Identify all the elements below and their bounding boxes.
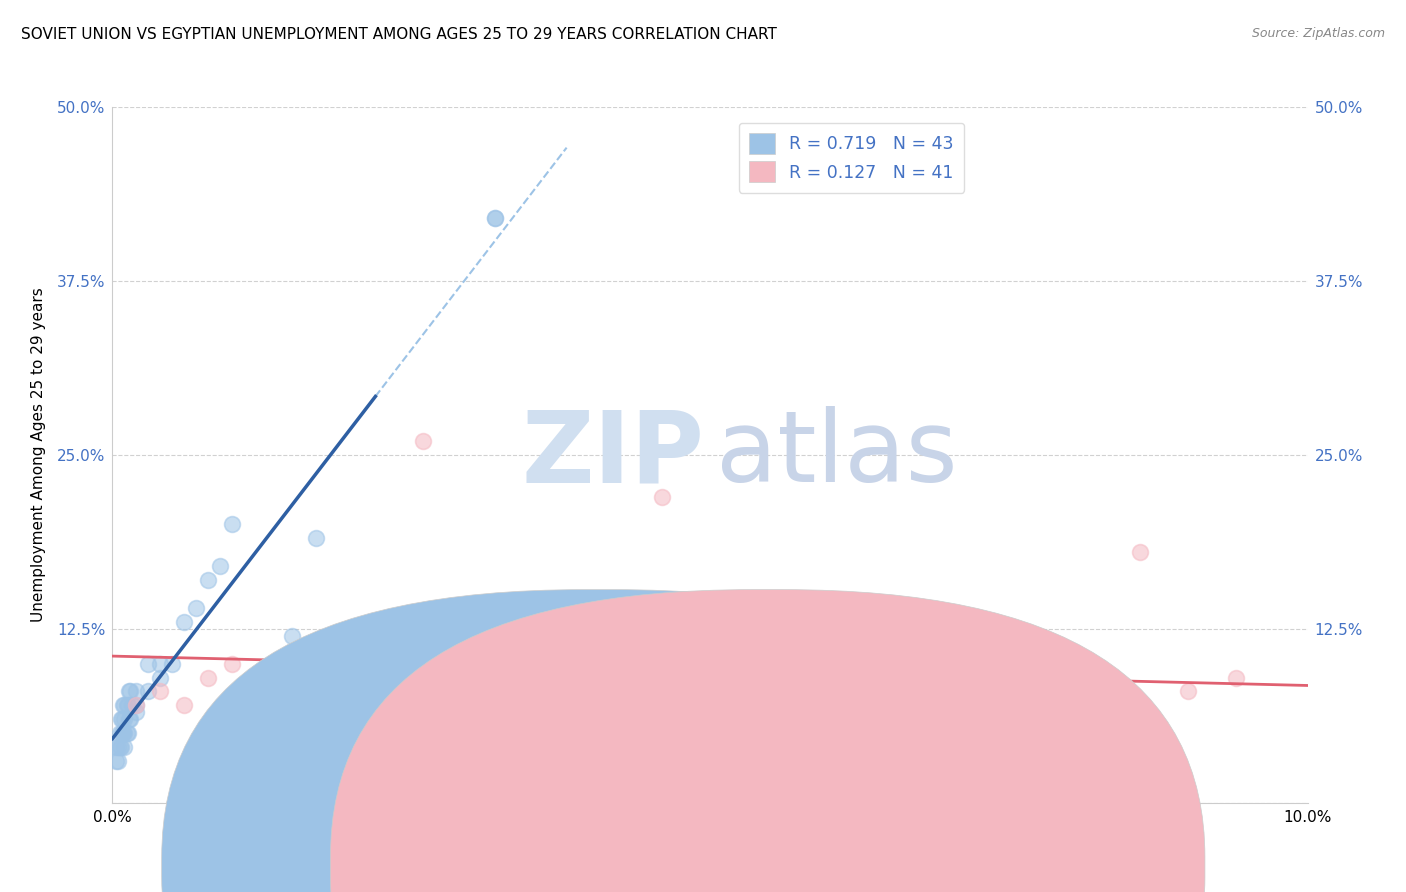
Point <box>484 615 506 629</box>
Point <box>125 698 148 713</box>
Point <box>603 671 626 685</box>
Point <box>842 684 865 698</box>
Point <box>120 684 142 698</box>
Point <box>364 684 387 698</box>
Point <box>118 684 141 698</box>
Point <box>149 684 172 698</box>
Point <box>555 684 578 698</box>
Point <box>412 434 434 448</box>
Point <box>118 712 141 726</box>
Text: Egyptians: Egyptians <box>787 860 863 874</box>
Point <box>138 657 160 671</box>
Point <box>914 684 936 698</box>
Point <box>162 657 183 671</box>
Point <box>1177 684 1199 698</box>
Text: SOVIET UNION VS EGYPTIAN UNEMPLOYMENT AMONG AGES 25 TO 29 YEARS CORRELATION CHAR: SOVIET UNION VS EGYPTIAN UNEMPLOYMENT AM… <box>21 27 778 42</box>
Point <box>115 726 138 740</box>
Text: atlas: atlas <box>716 407 957 503</box>
Point <box>340 671 363 685</box>
Point <box>197 671 219 685</box>
Point <box>107 754 129 768</box>
Legend: R = 0.719   N = 43, R = 0.127   N = 41: R = 0.719 N = 43, R = 0.127 N = 41 <box>740 123 965 193</box>
Point <box>138 684 160 698</box>
Point <box>579 657 602 671</box>
Point <box>125 684 148 698</box>
Point <box>890 698 912 713</box>
Point <box>186 601 208 615</box>
Point <box>114 740 135 755</box>
Point <box>173 615 195 629</box>
Point <box>292 642 315 657</box>
Point <box>197 573 219 587</box>
Point <box>436 629 458 643</box>
Point <box>114 726 135 740</box>
Point <box>699 698 721 713</box>
Point <box>221 517 243 532</box>
Point <box>117 698 139 713</box>
Point <box>221 657 243 671</box>
Point <box>269 657 291 671</box>
Point <box>115 698 138 713</box>
Point <box>105 740 128 755</box>
Y-axis label: Unemployment Among Ages 25 to 29 years: Unemployment Among Ages 25 to 29 years <box>31 287 46 623</box>
Point <box>651 490 673 504</box>
Point <box>114 712 135 726</box>
Point <box>627 684 650 698</box>
Point <box>111 712 134 726</box>
Point <box>105 754 128 768</box>
Point <box>108 726 131 740</box>
Point <box>110 712 132 726</box>
Point <box>209 559 232 574</box>
Point <box>281 629 304 643</box>
Point <box>316 657 339 671</box>
Point <box>245 796 267 810</box>
Point <box>866 712 889 726</box>
Point <box>245 671 267 685</box>
Point <box>305 532 328 546</box>
Point <box>125 698 148 713</box>
Point <box>107 740 129 755</box>
Point <box>770 657 793 671</box>
Point <box>1225 671 1247 685</box>
Point <box>1129 545 1152 559</box>
Point <box>125 706 148 720</box>
Point <box>484 211 506 226</box>
Point <box>388 615 411 629</box>
Point <box>508 615 530 629</box>
Point <box>747 671 769 685</box>
Point <box>173 698 195 713</box>
Point <box>531 671 554 685</box>
Text: ZIP: ZIP <box>522 407 704 503</box>
Point <box>121 698 143 713</box>
Point <box>723 684 745 698</box>
Point <box>1081 698 1104 713</box>
Point <box>986 684 1008 698</box>
Point <box>112 698 135 713</box>
Point <box>108 740 131 755</box>
Point <box>460 684 482 698</box>
Point <box>110 740 132 755</box>
Point <box>111 726 134 740</box>
Point <box>120 712 142 726</box>
Point <box>149 671 172 685</box>
Point <box>112 726 135 740</box>
Point <box>117 726 139 740</box>
Text: Soviet Union: Soviet Union <box>619 860 716 874</box>
Point <box>1033 698 1056 713</box>
Text: Source: ZipAtlas.com: Source: ZipAtlas.com <box>1251 27 1385 40</box>
Point <box>794 712 817 726</box>
Point <box>818 698 841 713</box>
Point <box>114 698 135 713</box>
Point <box>675 684 697 698</box>
Point <box>484 211 506 226</box>
Point <box>938 726 960 740</box>
Point <box>149 657 172 671</box>
